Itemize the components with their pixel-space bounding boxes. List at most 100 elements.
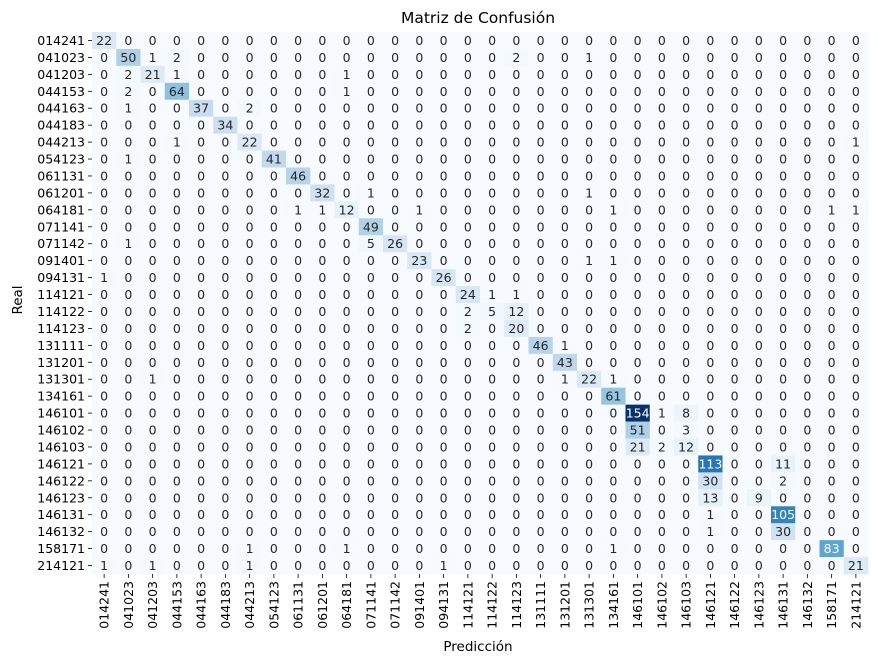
heatmap-cell — [480, 303, 505, 321]
cell-value-label: 0 — [731, 118, 739, 133]
cell-value-label: 1 — [852, 202, 860, 217]
heatmap-cell — [92, 269, 117, 287]
cell-value-label: 0 — [197, 389, 205, 404]
heatmap-cell — [819, 150, 845, 168]
cell-value-label: 0 — [585, 423, 593, 438]
cell-value-label: 0 — [828, 524, 836, 539]
heatmap-cell — [577, 252, 602, 270]
heatmap-cell — [431, 455, 457, 473]
heatmap-cell — [334, 387, 360, 406]
cell-value-label: 0 — [367, 524, 375, 539]
cell-value-label: 0 — [464, 67, 472, 82]
heatmap-cell — [431, 99, 457, 118]
cell-value-label: 0 — [294, 372, 302, 387]
heatmap-cell — [286, 99, 311, 118]
heatmap-cell — [771, 48, 796, 67]
cell-value-label: 0 — [149, 490, 157, 505]
cell-value-label: 0 — [852, 168, 860, 183]
heatmap-cell — [261, 48, 287, 67]
heatmap-cell — [504, 370, 529, 389]
heatmap-cell — [286, 489, 311, 507]
heatmap-cell — [771, 235, 796, 253]
heatmap-cell — [771, 167, 796, 185]
heatmap-cell — [164, 133, 190, 151]
heatmap-cell — [552, 303, 578, 321]
heatmap-cell — [116, 438, 141, 456]
cell-value-label: 0 — [537, 406, 545, 421]
heatmap-cell — [383, 370, 408, 389]
cell-value-label: 0 — [464, 219, 472, 234]
heatmap-cell — [795, 133, 820, 151]
heatmap-cell — [261, 218, 287, 236]
heatmap-cell — [504, 99, 529, 118]
cell-value-label: 0 — [488, 439, 496, 454]
cell-value-label: 0 — [440, 321, 448, 336]
cell-value-label: 2 — [512, 50, 520, 65]
heatmap-cell — [577, 303, 602, 321]
heatmap-cell — [189, 150, 214, 168]
cell-value-label: 0 — [755, 423, 763, 438]
heatmap-cell — [722, 421, 748, 439]
heatmap-cell — [237, 184, 263, 202]
heatmap-cell — [310, 82, 335, 101]
cell-value-label: 0 — [367, 406, 375, 421]
heatmap-cell — [189, 133, 214, 151]
heatmap-cell — [552, 116, 578, 135]
cell-value-label: 0 — [294, 321, 302, 336]
cell-value-label: 0 — [731, 135, 739, 150]
cell-value-label: 0 — [731, 490, 739, 505]
cell-value-label: 0 — [270, 185, 278, 200]
cell-value-label: 0 — [658, 168, 666, 183]
heatmap-cell — [504, 557, 529, 575]
cell-value-label: 0 — [221, 456, 229, 471]
cell-value-label: 0 — [731, 270, 739, 285]
x-tick-label: 061131 — [291, 581, 306, 629]
cell-value-label: 0 — [488, 202, 496, 217]
heatmap-cell — [213, 438, 238, 456]
heatmap-cell — [601, 184, 626, 202]
heatmap-cell — [722, 387, 748, 406]
heatmap-cell — [237, 48, 263, 67]
cell-value-label: 1 — [852, 135, 860, 150]
cell-value-label: 0 — [512, 389, 520, 404]
heatmap-cell — [116, 303, 141, 321]
heatmap-cell — [164, 506, 190, 524]
cell-value-label: 0 — [585, 67, 593, 82]
cell-value-label: 0 — [367, 118, 375, 133]
cell-value-label: 0 — [173, 355, 181, 370]
cell-value-label: 0 — [658, 253, 666, 268]
cell-value-label: 0 — [415, 439, 423, 454]
cell-value-label: 0 — [464, 473, 472, 488]
cell-value-label: 1 — [318, 202, 326, 217]
cell-value-label: 0 — [488, 33, 496, 48]
cell-value-label: 0 — [755, 135, 763, 150]
cell-value-label: 0 — [512, 456, 520, 471]
cell-value-label: 0 — [221, 50, 229, 65]
heatmap-cell — [213, 167, 238, 185]
cell-value-label: 0 — [803, 490, 811, 505]
heatmap-cell — [480, 184, 505, 202]
cell-value-label: 1 — [706, 507, 714, 522]
heatmap-cell — [261, 32, 287, 50]
cell-value-label: 21 — [848, 558, 864, 573]
cell-value-label: 0 — [221, 253, 229, 268]
cell-value-label: 0 — [512, 270, 520, 285]
heatmap-cell — [819, 116, 845, 135]
cell-value-label: 0 — [537, 473, 545, 488]
heatmap-cell — [92, 557, 117, 575]
heatmap-cell — [116, 48, 141, 67]
heatmap-cell — [552, 269, 578, 287]
cell-value-label: 0 — [415, 338, 423, 353]
heatmap-cell — [771, 303, 796, 321]
cell-value-label: 0 — [367, 507, 375, 522]
heatmap-cell — [649, 252, 675, 270]
cell-value-label: 0 — [585, 473, 593, 488]
cell-value-label: 0 — [488, 423, 496, 438]
heatmap-cell — [213, 133, 238, 151]
heatmap-cell — [213, 184, 238, 202]
heatmap-cell — [92, 438, 117, 456]
heatmap-cell — [649, 116, 675, 135]
heatmap-cell — [795, 150, 820, 168]
heatmap-cell — [819, 235, 845, 253]
cell-value-label: 0 — [294, 33, 302, 48]
